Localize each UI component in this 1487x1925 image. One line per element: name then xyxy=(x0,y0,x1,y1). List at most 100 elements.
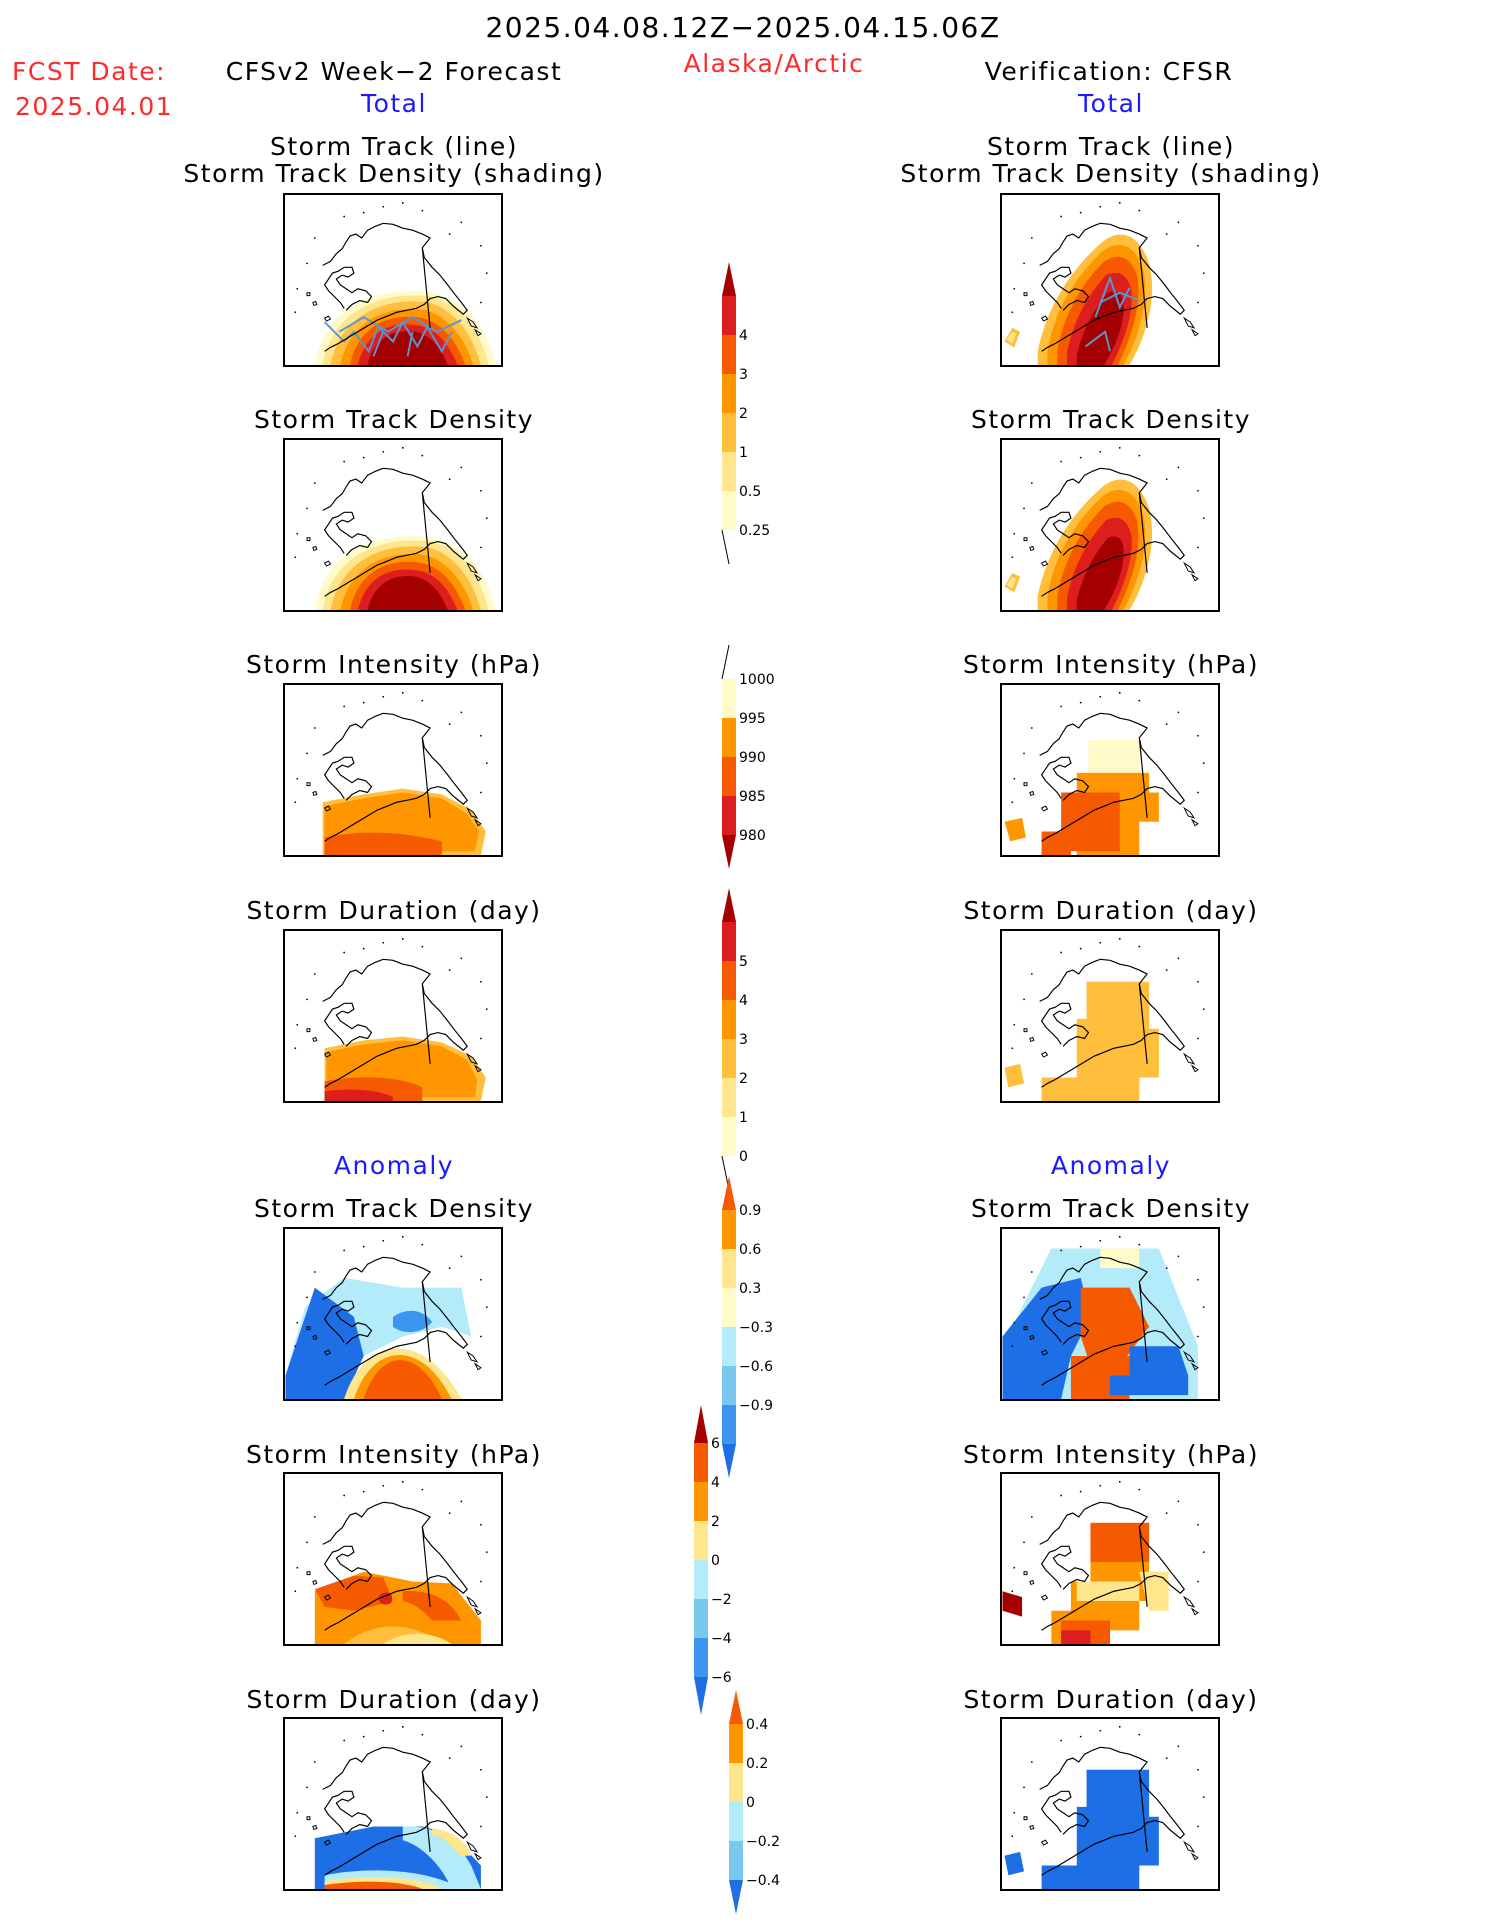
right-anomaly-intensity-title: Storm Intensity (hPa) xyxy=(963,1440,1259,1469)
graticule-dot xyxy=(306,1296,308,1299)
graticule-dot xyxy=(1118,937,1121,940)
graticule-dot xyxy=(480,791,482,794)
graticule-dot xyxy=(1011,801,1014,804)
graticule-dot xyxy=(460,1500,463,1503)
colorbar-segment xyxy=(694,1482,708,1521)
border-line xyxy=(421,492,431,573)
border-line xyxy=(1138,247,1148,328)
graticule-dot xyxy=(1099,695,1102,698)
shading-region xyxy=(1100,1248,1140,1269)
graticule-dot xyxy=(296,1023,299,1026)
map-canvas xyxy=(285,1235,488,1399)
shading-region xyxy=(1088,739,1140,773)
graticule-dot xyxy=(460,466,463,469)
graticule-dot xyxy=(421,209,424,212)
colorbar-segment xyxy=(694,1560,708,1599)
colorbar-tick-label: 985 xyxy=(739,789,766,805)
shading-region xyxy=(1006,576,1017,589)
colorbar-tick-label: 0.3 xyxy=(739,1281,761,1297)
storm-track-line xyxy=(323,315,462,357)
verification-duration-map xyxy=(1000,929,1220,1103)
left-density-title: Storm Track Density xyxy=(253,405,535,434)
graticule-dot xyxy=(480,489,482,492)
map-canvas xyxy=(1002,1235,1205,1399)
colorbar-bottom-arrow xyxy=(722,1444,736,1478)
islands xyxy=(1023,1028,1199,1073)
graticule-dot xyxy=(362,1490,365,1493)
colorbar-tick-label: 3 xyxy=(739,1032,748,1048)
shading-region xyxy=(367,575,448,610)
border-line xyxy=(421,247,431,328)
colorbar-top-arrow xyxy=(722,1176,736,1210)
colorbar-segment xyxy=(722,335,736,374)
graticule-dot xyxy=(1177,1745,1180,1748)
graticule-dot xyxy=(382,205,385,208)
graticule-dot xyxy=(1202,272,1205,275)
colorbar-tick-label: 0 xyxy=(739,1149,748,1165)
storm-track-line xyxy=(1084,275,1140,352)
graticule-dot xyxy=(313,1516,316,1518)
coastline xyxy=(1039,1256,1186,1386)
right-anomaly-density-title: Storm Track Density xyxy=(970,1194,1252,1223)
right-density-title: Storm Track Density xyxy=(970,405,1252,434)
map-canvas xyxy=(294,937,488,1101)
coastline xyxy=(1039,1746,1186,1876)
graticule-dot xyxy=(401,201,404,204)
graticule-dot xyxy=(1197,546,1199,549)
forecast-track-density-map xyxy=(283,193,503,367)
colorbar-segment xyxy=(722,491,736,530)
right-track-line-title: Storm Track (line) xyxy=(986,132,1236,161)
graticule-dot xyxy=(1013,287,1016,290)
colorbar-segment xyxy=(722,452,736,491)
left-intensity-title: Storm Intensity (hPa) xyxy=(246,650,542,679)
graticule-dot xyxy=(1177,1255,1180,1258)
graticule-dot xyxy=(362,211,365,214)
colorbar-segment xyxy=(722,922,736,961)
shading-region xyxy=(1061,1630,1091,1644)
graticule-dot xyxy=(1023,998,1025,1001)
colorbar-segment xyxy=(722,1039,736,1078)
graticule-dot xyxy=(1138,1488,1141,1491)
colorbar-segment xyxy=(722,413,736,452)
graticule-dot xyxy=(1165,1757,1168,1759)
graticule-dot xyxy=(1138,209,1141,212)
fcst-date-label: FCST Date: xyxy=(12,57,167,86)
graticule-dot xyxy=(296,777,299,780)
forecast-density-map xyxy=(283,438,503,612)
shading-region xyxy=(1006,331,1017,344)
graticule-dot xyxy=(1202,762,1205,765)
map-canvas xyxy=(294,201,496,365)
graticule-dot xyxy=(296,287,299,290)
coastline xyxy=(322,467,469,597)
coastline xyxy=(322,222,469,352)
graticule-dot xyxy=(1118,691,1121,694)
graticule-dot xyxy=(306,1786,308,1789)
graticule-dot xyxy=(362,1245,365,1248)
shading-region xyxy=(1061,792,1120,852)
border-line xyxy=(421,1526,431,1607)
right-intensity-title: Storm Intensity (hPa) xyxy=(963,650,1259,679)
colorbar-tick-label: 0.4 xyxy=(746,1717,768,1733)
colorbar-tick-label: 3 xyxy=(739,367,748,383)
colorbar-tick-label: 0.25 xyxy=(739,523,770,539)
graticule-dot xyxy=(1030,1516,1033,1518)
graticule-dot xyxy=(313,237,316,239)
map-canvas xyxy=(1004,446,1205,610)
shading-region xyxy=(1076,1581,1140,1602)
verification-density-anomaly-map xyxy=(1000,1227,1220,1401)
graticule-dot xyxy=(1060,1739,1063,1742)
graticule-dot xyxy=(1099,1729,1102,1732)
shading-region xyxy=(1041,1769,1159,1889)
shading-region xyxy=(1139,1571,1169,1611)
colorbar-segment xyxy=(694,1638,708,1677)
coastline xyxy=(322,1501,469,1631)
graticule-dot xyxy=(1030,727,1033,729)
colorbar-tick-label: 4 xyxy=(711,1475,720,1491)
colorbar-tick-label: 0.6 xyxy=(739,1242,761,1258)
graticule-dot xyxy=(382,695,385,698)
shading-region xyxy=(1004,817,1026,842)
colorbar-segment xyxy=(722,757,736,796)
shading-region xyxy=(1076,291,1124,365)
graticule-dot xyxy=(1079,947,1082,950)
shading-region xyxy=(1041,831,1071,855)
